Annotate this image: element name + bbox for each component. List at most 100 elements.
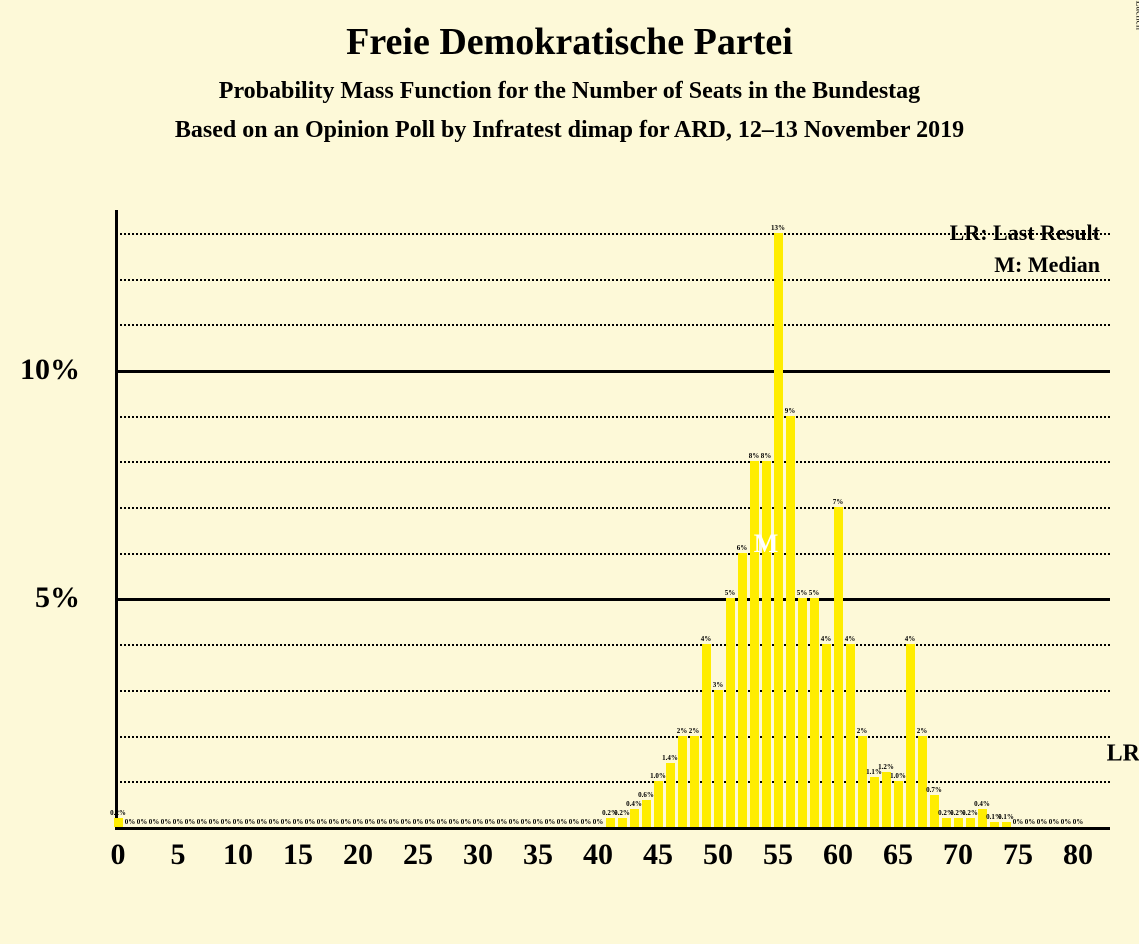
bar [858, 736, 867, 827]
bar [942, 818, 951, 827]
x-axis-label: 80 [1063, 838, 1093, 872]
bar [846, 644, 855, 827]
bar-value-label: 0% [1049, 818, 1060, 826]
bar [966, 818, 975, 827]
bar-value-label: 2% [917, 727, 928, 735]
x-axis-label: 50 [703, 838, 733, 872]
bar-value-label: 2% [857, 727, 868, 735]
gridline [115, 644, 1110, 646]
bar [822, 644, 831, 827]
gridline [115, 598, 1110, 601]
x-axis-label: 0 [111, 838, 126, 872]
bar [918, 736, 927, 827]
bar [606, 818, 615, 827]
gridline [115, 279, 1110, 281]
bar [834, 507, 843, 827]
bar-value-label: 0% [545, 818, 556, 826]
bar-value-label: 0% [197, 818, 208, 826]
gridline [115, 461, 1110, 463]
x-axis-label: 65 [883, 838, 913, 872]
bar-value-label: 0% [437, 818, 448, 826]
bar-value-label: 0% [473, 818, 484, 826]
bar-value-label: 0% [533, 818, 544, 826]
bar-value-label: 0% [293, 818, 304, 826]
x-axis-label: 55 [763, 838, 793, 872]
bar-value-label: 0% [569, 818, 580, 826]
bar [114, 818, 123, 827]
bar-value-label: 0% [401, 818, 412, 826]
bar-value-label: 0% [341, 818, 352, 826]
bar-value-label: 0.6% [638, 791, 654, 799]
x-axis-label: 15 [283, 838, 313, 872]
bar-value-label: 0% [305, 818, 316, 826]
bar [678, 736, 687, 827]
bar-value-label: 8% [761, 452, 772, 460]
bar-value-label: 5% [725, 589, 736, 597]
gridline [115, 370, 1110, 373]
bar-value-label: 0% [521, 818, 532, 826]
bar-value-label: 0.4% [626, 800, 642, 808]
bar-value-label: 0% [1013, 818, 1024, 826]
bar-value-label: 1.0% [890, 772, 906, 780]
bar-value-label: 0% [425, 818, 436, 826]
bar-value-label: 6% [737, 544, 748, 552]
bar-value-label: 0% [329, 818, 340, 826]
chart-subtitle-1: Probability Mass Function for the Number… [0, 78, 1139, 105]
bar [954, 818, 963, 827]
x-axis-label: 10 [223, 838, 253, 872]
bar-value-label: 0% [173, 818, 184, 826]
x-axis-label: 60 [823, 838, 853, 872]
bar-value-label: 0% [377, 818, 388, 826]
last-result-marker: LR [1107, 740, 1139, 767]
gridline [115, 416, 1110, 418]
bar-value-label: 4% [905, 635, 916, 643]
bar-value-label: 0% [389, 818, 400, 826]
bar-value-label: 0% [125, 818, 136, 826]
bar-value-label: 0% [1037, 818, 1048, 826]
gridline [115, 553, 1110, 555]
bar-value-label: 3% [713, 681, 724, 689]
bar-value-label: 0% [461, 818, 472, 826]
bar-value-label: 0% [353, 818, 364, 826]
y-axis-label: 5% [35, 581, 80, 615]
bar-value-label: 0% [209, 818, 220, 826]
x-axis [115, 827, 1110, 830]
bar [666, 763, 675, 827]
bar-value-label: 0% [245, 818, 256, 826]
x-axis-label: 75 [1003, 838, 1033, 872]
bar-value-label: 1.0% [650, 772, 666, 780]
bar-value-label: 8% [749, 452, 760, 460]
bar-value-label: 0.1% [998, 813, 1014, 821]
x-axis-label: 70 [943, 838, 973, 872]
x-axis-label: 5 [171, 838, 186, 872]
gridline [115, 507, 1110, 509]
bar-value-label: 2% [689, 727, 700, 735]
gridline [115, 324, 1110, 326]
copyright-text: © 2021 Filip van Laenen [1133, 0, 1139, 30]
bar-value-label: 0% [149, 818, 160, 826]
bar [642, 800, 651, 827]
legend-m: M: Median [994, 252, 1100, 278]
bar-value-label: 0% [581, 818, 592, 826]
chart-subtitle-2: Based on an Opinion Poll by Infratest di… [0, 117, 1139, 144]
bar-value-label: 4% [845, 635, 856, 643]
x-axis-label: 20 [343, 838, 373, 872]
x-axis-label: 35 [523, 838, 553, 872]
bar [882, 772, 891, 827]
bar-value-label: 0% [269, 818, 280, 826]
bar [786, 416, 795, 827]
gridline [115, 233, 1110, 235]
bar-value-label: 5% [809, 589, 820, 597]
median-marker: M [754, 529, 779, 559]
bar-value-label: 4% [701, 635, 712, 643]
bar-value-label: 0% [485, 818, 496, 826]
bar [738, 553, 747, 827]
y-axis-label: 10% [20, 353, 80, 387]
bar-value-label: 0% [221, 818, 232, 826]
chart-title: Freie Demokratische Partei [0, 20, 1139, 64]
bar-value-label: 0% [317, 818, 328, 826]
bar-value-label: 0% [137, 818, 148, 826]
bar-value-label: 0.7% [926, 786, 942, 794]
bar-value-label: 0% [1073, 818, 1084, 826]
x-axis-label: 40 [583, 838, 613, 872]
